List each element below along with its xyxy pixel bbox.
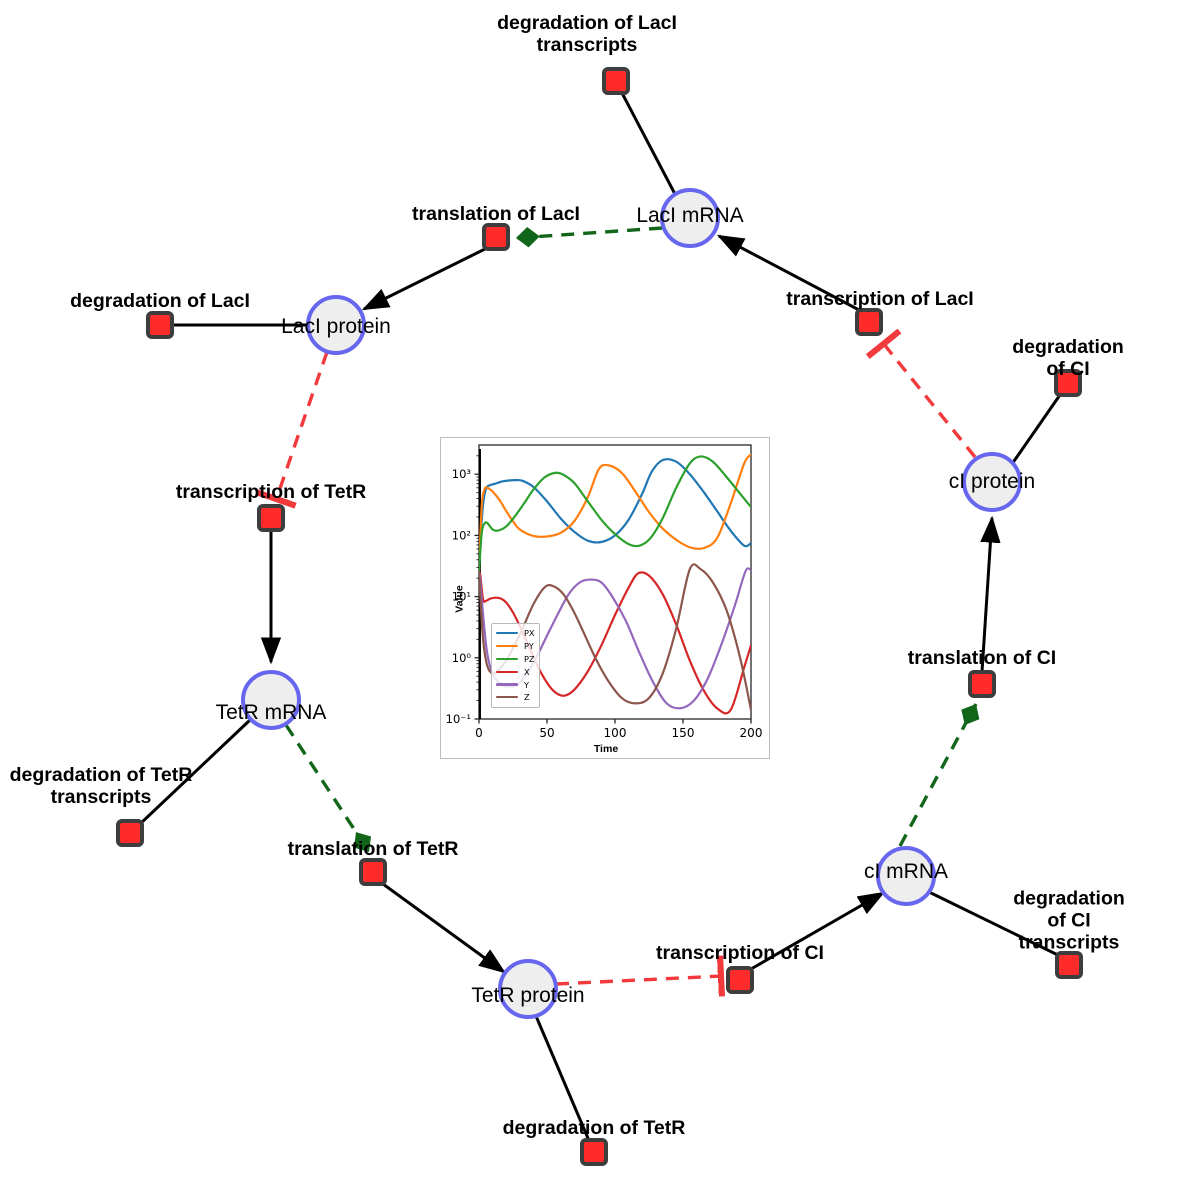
legend-swatch-px — [496, 632, 518, 635]
reaction-node-deg-ci-transcripts[interactable] — [1055, 951, 1083, 979]
reaction-label-translation-ci: translation of CI — [907, 646, 1057, 669]
reaction-label-translation-laci: translation of LacI — [412, 202, 580, 225]
edge-deg-laci-transcripts — [620, 92, 678, 197]
edge-transcription-laci-to-laci-mrna — [716, 234, 862, 313]
edge-tetr-protein-to-deg-tetr — [534, 1015, 592, 1144]
edge-tetr-protein-to-transcription-ci — [555, 976, 722, 984]
species-node-tetr-protein[interactable] — [498, 959, 558, 1019]
legend-swatch-pz — [496, 657, 518, 661]
reaction-label-translation-tetr: translation of TetR — [287, 837, 459, 860]
reaction-node-deg-tetr[interactable] — [580, 1138, 608, 1166]
reaction-label-deg-laci: degradation of LacI — [70, 289, 250, 312]
edge-tetr-mrna-to-deg-tetr-transcripts — [138, 718, 252, 826]
species-node-ci-protein[interactable] — [962, 452, 1022, 512]
edge-translation-laci-to-laci-protein — [361, 246, 488, 311]
legend-swatch-z — [496, 696, 518, 699]
legend-label-py: PY — [524, 641, 534, 652]
legend-swatch-py — [496, 645, 518, 648]
reaction-node-deg-laci[interactable] — [146, 311, 174, 339]
edge-ci-mrna-to-deg-ci-transcripts — [928, 890, 1063, 959]
reaction-label-deg-ci: degradation of CI — [1012, 335, 1124, 380]
edge-ci-protein-to-deg-ci — [1010, 391, 1064, 465]
edge-translation-tetr-to-tetr-protein — [382, 882, 506, 974]
edge-tetr-mrna-to-translation-tetr — [284, 724, 372, 853]
legend-item-z: Z — [492, 691, 539, 704]
legend-label-pz: PZ — [524, 653, 535, 664]
legend-swatch-y — [496, 683, 518, 686]
edge-transcription-ci-to-ci-mrna — [750, 891, 886, 971]
reaction-label-deg-laci-transcripts: degradation of LacI transcripts — [497, 11, 677, 56]
species-node-laci-mrna[interactable] — [660, 188, 720, 248]
reaction-node-translation-laci[interactable] — [482, 223, 510, 251]
legend-swatch-x — [496, 670, 518, 673]
reaction-label-transcription-tetr: transcription of TetR — [175, 480, 367, 503]
edge-translation-ci-to-ci-protein — [980, 515, 1001, 673]
reaction-node-deg-tetr-transcripts[interactable] — [116, 819, 144, 847]
legend-item-x: X — [492, 665, 539, 678]
reaction-node-transcription-tetr[interactable] — [257, 504, 285, 532]
legend-item-py: PY — [492, 640, 539, 653]
species-node-laci-protein[interactable] — [306, 295, 366, 355]
svg-text:200: 200 — [740, 726, 763, 740]
svg-text:50: 50 — [539, 726, 554, 740]
timecourse-chart: 10⁻¹ 10⁰ 10¹ 10² 10³ 0 50 100 150 200 — [446, 444, 763, 740]
svg-text:10⁰: 10⁰ — [452, 651, 472, 665]
reaction-node-translation-ci[interactable] — [968, 670, 996, 698]
reaction-label-deg-tetr-transcripts: degradation of TetR transcripts — [9, 763, 193, 808]
legend-label-x: X — [524, 666, 530, 677]
edge-ci-protein-to-transcription-laci — [883, 343, 977, 459]
timecourse-inset-figure: 10⁻¹ 10⁰ 10¹ 10² 10³ 0 50 100 150 200 Time Value … — [440, 437, 770, 759]
legend-item-y: Y — [492, 678, 539, 691]
legend-label-y: Y — [524, 679, 530, 690]
legend-item-pz: PZ — [492, 653, 539, 666]
svg-text:0: 0 — [475, 726, 483, 740]
species-node-tetr-mrna[interactable] — [241, 670, 301, 730]
species-node-ci-mrna[interactable] — [876, 846, 936, 906]
reaction-node-transcription-laci[interactable] — [855, 308, 883, 336]
reaction-label-deg-ci-transcripts: degradation of CI transcripts — [1013, 887, 1125, 955]
edge-ci-mrna-to-translation-ci — [898, 703, 980, 847]
svg-text:10⁻¹: 10⁻¹ — [446, 712, 471, 726]
reaction-label-transcription-laci: transcription of LacI — [786, 287, 974, 310]
chart-ylabel: Value — [453, 585, 466, 613]
reaction-label-deg-tetr: degradation of TetR — [502, 1116, 686, 1139]
reaction-node-deg-ci[interactable] — [1054, 369, 1082, 397]
svg-text:10³: 10³ — [452, 467, 472, 481]
reaction-node-translation-tetr[interactable] — [359, 858, 387, 886]
reaction-node-deg-laci-transcripts[interactable] — [602, 67, 630, 95]
legend-label-px: PX — [524, 628, 535, 639]
chart-xlabel: Time — [593, 743, 619, 755]
legend-item-px: PX — [492, 627, 539, 640]
reaction-node-transcription-ci[interactable] — [726, 966, 754, 994]
svg-text:100: 100 — [604, 726, 627, 740]
svg-text:10¹: 10¹ — [452, 590, 471, 604]
reaction-label-transcription-ci: transcription of CI — [656, 941, 824, 964]
svg-text:150: 150 — [672, 726, 695, 740]
legend-label-z: Z — [524, 692, 530, 703]
edge-laci-protein-to-transcription-tetr — [276, 351, 329, 500]
chart-legend: PX PY PZ X Y Z — [491, 623, 540, 708]
svg-text:10²: 10² — [452, 528, 471, 542]
edge-lacimrna-to-translation-laci — [515, 226, 663, 248]
